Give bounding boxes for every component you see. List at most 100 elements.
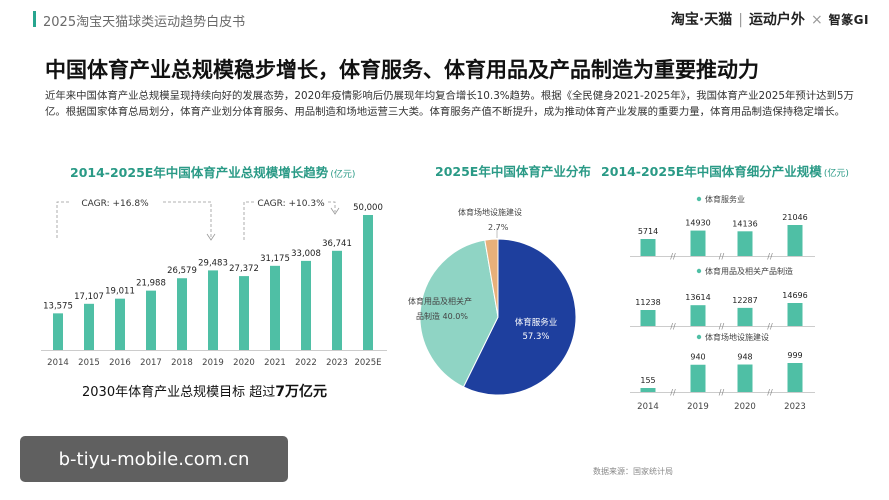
brand-outdoor: 运动户外 [748, 12, 805, 28]
axis-break-2-1: // [719, 388, 725, 397]
industry-target-note: 2030年体育产业总规模目标 超过7万亿元 [82, 381, 327, 401]
title-accent-bar [33, 11, 36, 27]
pie-label-goods-name-line1: 体育用品及相关产 [408, 296, 472, 306]
right-panel-title: 2014-2025E年中国体育细分产业规模 (亿元) [601, 161, 849, 180]
cagr-arrow-left [206, 233, 216, 241]
axis-break-0-2: // [767, 252, 773, 261]
segment-value-0-2023: 21046 [782, 213, 807, 222]
bar-2014 [53, 313, 63, 350]
cagr-label-2020-2025: CAGR: +10.3% [257, 199, 325, 209]
brand-taobao: 淘宝·天猫 [670, 12, 733, 28]
axis-break-1-1: // [719, 322, 725, 331]
bar-2020 [239, 276, 249, 350]
bar-value-label-2021: 31,175 [260, 254, 290, 264]
pie-label-service-pct: 57.3% [522, 332, 549, 342]
segment-value-2-2014: 155 [640, 376, 655, 385]
x-tick-label-2017: 2017 [140, 358, 162, 368]
report-title: 2025淘宝天猫球类运动趋势白皮书 [43, 15, 246, 30]
bar-value-label-2015: 17,107 [74, 292, 104, 302]
segment-value-0-2019: 14930 [685, 219, 710, 228]
segment-bar-1-2023 [787, 303, 803, 326]
segment-bar-2-2014 [640, 388, 656, 392]
target-text: 2030年体育产业总规模目标 超过 [82, 385, 276, 400]
bar-2022 [301, 260, 311, 350]
axis-break-1-0: // [670, 322, 676, 331]
bar-2019 [208, 270, 218, 350]
site-watermark: b-tiyu-mobile.com.cn [20, 436, 288, 482]
industry-distribution-pie: 体育场地设施建设 2.7% 体育用品及相关产 品制造 40.0% 体育服务业 5… [408, 207, 577, 396]
x-tick-label-2019: 2019 [202, 358, 224, 368]
x-tick-label-2020: 2020 [233, 358, 255, 368]
segment-bar-1-2014 [640, 310, 656, 326]
target-value: 7万亿元 [275, 384, 327, 400]
segment-value-2-2020: 948 [737, 353, 752, 362]
intro-paragraph: 近年来中国体育产业总规模呈现持续向好的发展态势，2020年疫情影响后仍展现年均复… [45, 90, 854, 118]
cagr-bracket-right-start [243, 201, 254, 242]
pie-slice-goods [419, 239, 499, 388]
segment-bar-2-2019 [690, 364, 706, 392]
segment-bar-2-2020 [737, 364, 753, 392]
x-tick-label-2023: 2023 [326, 358, 348, 368]
segment-bar-0-2023 [787, 225, 803, 256]
bar-2017 [146, 290, 156, 350]
series-name-0: 体育服务业 [705, 194, 745, 204]
bar-value-label-2023: 36,741 [322, 239, 352, 249]
series-name-2: 体育场地设施建设 [705, 332, 769, 342]
brand-divider: | [738, 12, 743, 28]
axis-break-0-0: // [670, 252, 676, 261]
pie-label-venue-name: 体育场地设施建设 [458, 207, 522, 217]
pie-slice-service [462, 238, 577, 396]
left-panel-unit: (亿元) [330, 170, 356, 180]
series-marker-2 [696, 334, 702, 340]
segment-value-1-2014: 11238 [635, 298, 660, 307]
segment-bar-0-2019 [690, 230, 706, 256]
segment-value-1-2023: 14696 [782, 291, 807, 300]
pie-label-goods-name-line2: 品制造 40.0% [416, 311, 468, 321]
brand-gi: 智篆GI [828, 13, 869, 27]
pie-slice-venue [484, 238, 499, 318]
segment-bar-0-2014 [640, 239, 656, 256]
cagr-label-2014-2019: CAGR: +16.8% [81, 199, 149, 209]
cagr-annotations: CAGR: +16.8% CAGR: +10.3% [56, 199, 340, 242]
segment-bar-2-2023 [787, 363, 803, 392]
bar-value-label-2016: 19,011 [105, 287, 135, 297]
bar-value-label-2025E: 50,000 [353, 203, 383, 213]
left-panel-title: 2014-2025E年中国体育产业总规模增长趋势 (亿元) [70, 162, 355, 181]
axis-break-0-1: // [719, 252, 725, 261]
segment-value-2-2019: 940 [690, 353, 705, 362]
pie-label-service-name: 体育服务业 [515, 317, 558, 328]
right-panel-unit: (亿元) [823, 169, 849, 179]
segment-bar-1-2019 [690, 305, 706, 326]
segment-value-1-2019: 13614 [685, 293, 710, 302]
cagr-bracket-right-end [328, 201, 336, 212]
x-tick-label-2025E: 2025E [354, 358, 381, 368]
segment-value-1-2020: 12287 [732, 296, 757, 305]
segment-x-label-2023: 2023 [784, 402, 806, 412]
bar-value-label-2017: 21,988 [136, 279, 166, 289]
x-tick-label-2015: 2015 [78, 358, 100, 368]
segment-x-label-2019: 2019 [687, 402, 709, 412]
bar-value-label-2020: 27,372 [229, 264, 259, 274]
segment-bar-1-2020 [737, 307, 753, 326]
cagr-arrow-right [330, 207, 340, 215]
axis-break-2-0: // [670, 388, 676, 397]
x-tick-label-2022: 2022 [295, 358, 317, 368]
x-tick-label-2014: 2014 [47, 358, 69, 368]
axis-break-1-2: // [767, 322, 773, 331]
total-scale-bar-chart: CAGR: +16.8% CAGR: +10.3% 13,575 2014 17,1… [41, 199, 387, 368]
axis-break-2-2: // [767, 388, 773, 397]
segment-value-2-2023: 999 [787, 351, 802, 360]
right-panel-title-text: 2014-2025E年中国体育细分产业规模 [601, 164, 822, 179]
pie-label-venue-pct: 2.7% [488, 223, 509, 232]
bar-2021 [270, 265, 280, 350]
segment-bar-0-2020 [737, 231, 753, 256]
segment-value-0-2020: 14136 [732, 219, 757, 228]
data-source-note: 数据来源：国家统计局 [593, 467, 673, 476]
bar-value-label-2014: 13,575 [43, 301, 73, 311]
middle-panel-title: 2025E年中国体育产业分布 [435, 164, 591, 179]
page-headline: 中国体育产业总规模稳步增长，体育服务、体育用品及产品制造为重要推动力 [45, 58, 759, 82]
cagr-bracket-left-end [163, 201, 212, 238]
left-panel-title-text: 2014-2025E年中国体育产业总规模增长趋势 [70, 165, 329, 180]
segment-x-label-2014: 2014 [637, 402, 659, 412]
segment-scale-bar-chart: 体育服务业 5714 // 14930 // 14136 // 21046 体育用品及相关产品制… [630, 194, 815, 412]
